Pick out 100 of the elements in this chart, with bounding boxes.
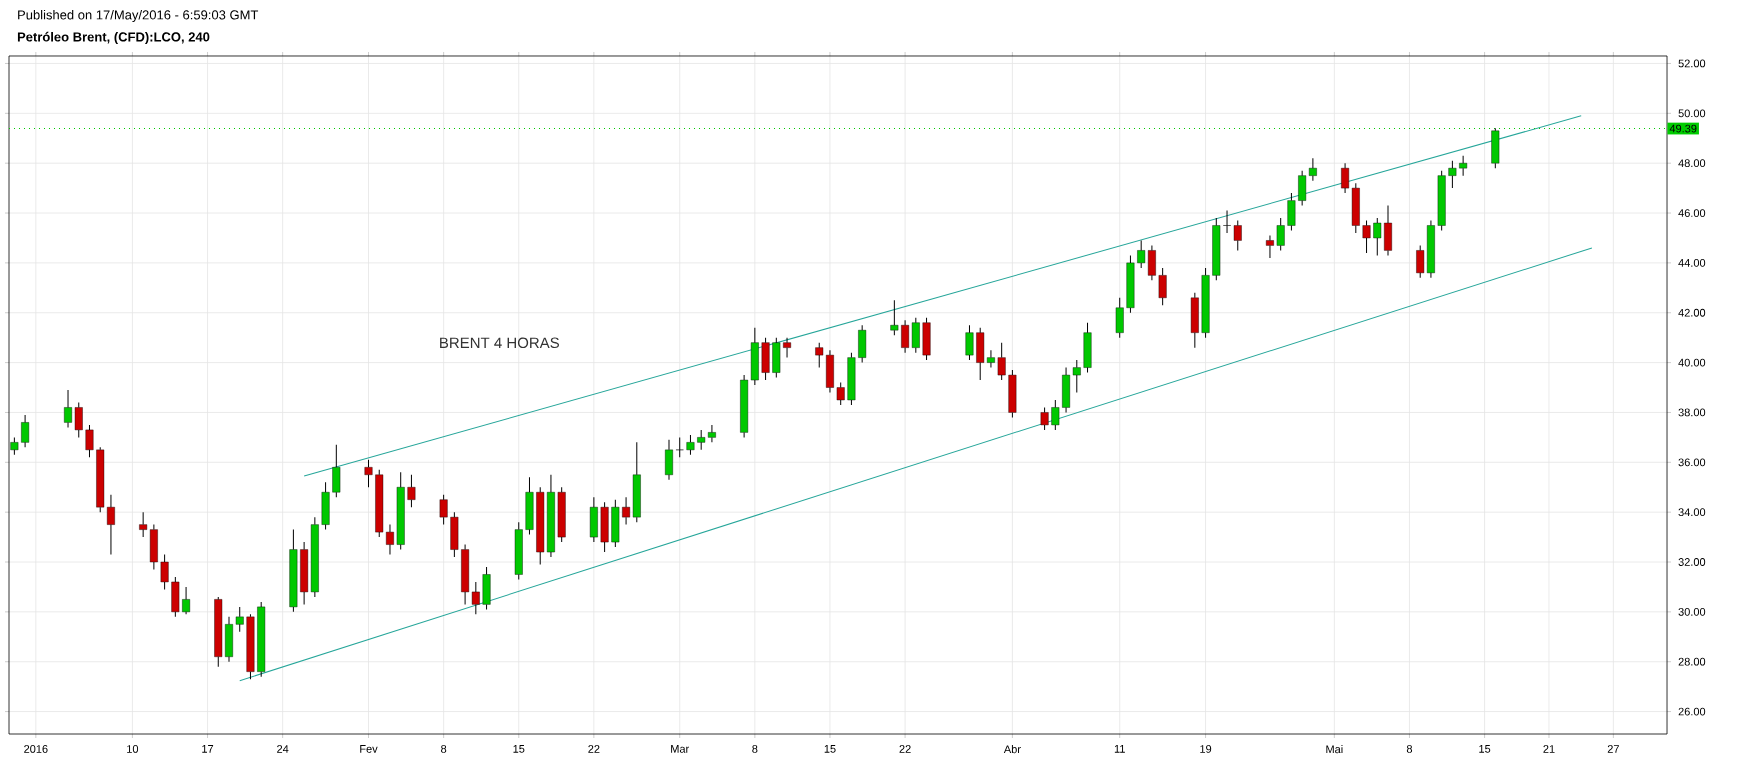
y-tick-label: 30.00 [1678, 607, 1706, 616]
candlestick [589, 496, 598, 543]
candlestick [976, 327, 985, 381]
candlestick [321, 481, 330, 531]
candlestick [1083, 322, 1092, 374]
x-tick-label: 27 [1607, 745, 1619, 753]
y-tick-label: 46.00 [1678, 209, 1706, 217]
candlestick [1062, 367, 1071, 413]
x-tick-label: 8 [1406, 745, 1413, 753]
candlestick [965, 324, 974, 361]
candlestick [21, 414, 30, 448]
candlestick [1287, 192, 1296, 231]
candlestick [1384, 205, 1392, 256]
x-tick-label: 15 [513, 745, 525, 753]
candlestick [911, 317, 920, 354]
candlestick [986, 349, 995, 369]
candlestick [482, 566, 491, 610]
y-tick-label: 42.00 [1678, 308, 1706, 317]
candlestick [1072, 359, 1081, 394]
candlestick [257, 601, 266, 678]
candlestick [375, 469, 384, 538]
candlestick [525, 476, 534, 536]
y-tick-label: 36.00 [1678, 458, 1706, 467]
candlestick [826, 349, 834, 394]
candlestick [665, 439, 673, 481]
candlestick [622, 496, 631, 526]
y-tick-label: 34.00 [1678, 508, 1706, 517]
y-tick-label: 38.00 [1678, 408, 1706, 417]
candlestick [1351, 182, 1360, 234]
candlestick [1040, 406, 1049, 431]
x-tick-label: 15 [1479, 745, 1491, 753]
y-tick-label: 28.00 [1678, 657, 1706, 666]
x-tick-label: 22 [588, 745, 600, 753]
candlestick [997, 342, 1006, 381]
candlestick [1190, 292, 1199, 349]
candlestick [557, 486, 566, 543]
candlestick [772, 337, 781, 379]
candlestick [289, 529, 298, 613]
candlestick [386, 524, 394, 556]
ref-line-label: 49.39 [1669, 124, 1697, 133]
candlestick [1147, 244, 1156, 281]
candlestick [439, 494, 448, 526]
candlestick [546, 474, 555, 558]
candlestick [1276, 217, 1285, 251]
candlestick [1126, 254, 1135, 314]
candlestick [235, 606, 244, 633]
candlestick [1223, 210, 1231, 234]
candlestick [471, 581, 480, 615]
candlestick [847, 352, 856, 406]
x-tick-label: 24 [277, 745, 289, 753]
candlestick [1426, 220, 1435, 279]
candlestick [1373, 217, 1382, 256]
candlestick [85, 424, 94, 458]
candlestick [1459, 155, 1468, 177]
candlestick [171, 576, 180, 618]
candlestick [160, 554, 169, 590]
candlestick [96, 446, 105, 513]
candlestick [106, 494, 115, 556]
candlestick [1448, 160, 1457, 189]
candlestick [858, 324, 867, 364]
candlestick [407, 474, 416, 508]
candlestick [600, 501, 609, 553]
candlestick [697, 429, 706, 451]
y-tick-label: 32.00 [1678, 558, 1706, 566]
candlestick [182, 586, 191, 615]
x-tick-label: 10 [127, 745, 139, 753]
candlestick [364, 459, 373, 488]
candlestick [514, 521, 523, 580]
candlestick [815, 342, 824, 369]
x-tick-label: 11 [1114, 745, 1125, 753]
x-tick-label: 8 [441, 745, 447, 753]
candlestick [450, 511, 459, 558]
candlestick [890, 299, 899, 336]
x-tick-label: 17 [202, 745, 214, 753]
y-tick-label: 52.00 [1678, 59, 1706, 68]
candlestick [686, 434, 695, 456]
candlestick [632, 441, 641, 523]
candlestick [1212, 217, 1221, 281]
candlestick [1416, 244, 1425, 279]
candlestick [1341, 162, 1350, 194]
y-tick-label: 44.00 [1678, 258, 1706, 267]
candlestick [1051, 399, 1060, 431]
candlestick [675, 436, 684, 458]
candlestick [332, 444, 341, 498]
candlestick [64, 389, 72, 428]
chart-title: Petróleo Brent, (CFD):LCO, 240 [17, 31, 210, 45]
x-tick-label: 19 [1200, 745, 1212, 753]
candlestick [1137, 239, 1146, 269]
candlestick [1158, 267, 1167, 306]
candlestick [396, 471, 405, 551]
candlestick [214, 596, 223, 668]
candlestick [707, 424, 716, 443]
chart-subtitle: Published on 17/May/2016 - 6:59:03 GMT [18, 9, 259, 23]
x-tick-label: Fev [360, 745, 378, 753]
y-tick-label: 50.00 [1678, 109, 1706, 118]
candlestick [225, 616, 233, 663]
y-tick-label: 40.00 [1678, 358, 1706, 367]
y-tick-label: 26.00 [1678, 707, 1706, 716]
candlestick [761, 337, 770, 381]
x-tick-label: Mai [1326, 745, 1343, 754]
